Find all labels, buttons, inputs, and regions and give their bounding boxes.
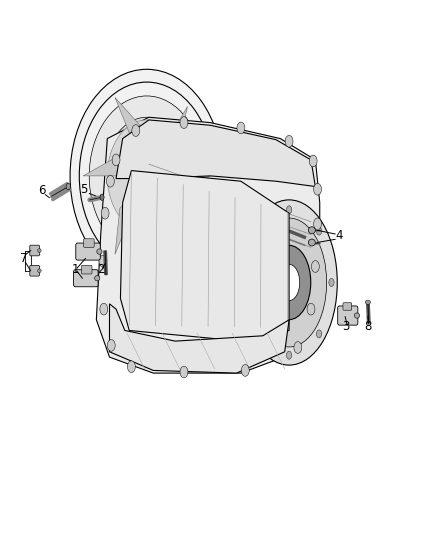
Polygon shape [147,107,187,176]
Text: 7: 7 [20,252,28,265]
Ellipse shape [112,154,120,166]
FancyBboxPatch shape [30,265,39,276]
Polygon shape [147,176,187,245]
Ellipse shape [314,218,321,230]
FancyBboxPatch shape [81,265,92,274]
Ellipse shape [329,278,334,287]
Ellipse shape [241,365,249,376]
FancyBboxPatch shape [84,239,94,247]
Text: 1: 1 [71,263,79,276]
Polygon shape [120,171,289,341]
Ellipse shape [66,183,71,190]
FancyBboxPatch shape [30,245,39,256]
Ellipse shape [257,227,262,235]
Ellipse shape [354,313,360,318]
Ellipse shape [101,207,109,219]
Polygon shape [110,304,289,373]
Ellipse shape [105,117,189,235]
Ellipse shape [279,264,300,301]
Ellipse shape [316,330,321,338]
Ellipse shape [307,303,315,315]
Text: 2: 2 [97,263,105,276]
Ellipse shape [316,227,321,235]
Ellipse shape [38,269,41,273]
Ellipse shape [89,96,204,256]
Text: 5: 5 [81,183,88,196]
Ellipse shape [285,135,293,147]
Polygon shape [115,176,147,254]
Ellipse shape [97,249,102,254]
Ellipse shape [237,122,245,134]
Ellipse shape [308,239,315,246]
Ellipse shape [99,255,107,267]
Text: 6: 6 [38,184,46,197]
Ellipse shape [257,330,262,338]
Text: 3: 3 [343,320,350,333]
Ellipse shape [95,276,100,281]
Ellipse shape [132,125,140,136]
Ellipse shape [106,175,114,187]
Ellipse shape [286,206,292,214]
FancyBboxPatch shape [343,303,352,310]
Polygon shape [116,120,315,187]
Ellipse shape [180,366,188,378]
Polygon shape [96,117,320,373]
Ellipse shape [100,303,108,315]
Text: 4: 4 [336,229,343,242]
Ellipse shape [314,183,321,195]
Polygon shape [115,98,147,176]
Ellipse shape [244,278,249,287]
Ellipse shape [251,218,327,347]
Ellipse shape [286,351,292,359]
FancyBboxPatch shape [76,243,100,260]
Ellipse shape [309,155,317,167]
Ellipse shape [107,340,115,351]
Ellipse shape [107,120,186,232]
Ellipse shape [294,342,302,353]
Ellipse shape [365,300,371,304]
Ellipse shape [70,69,223,282]
Ellipse shape [127,361,135,373]
FancyBboxPatch shape [74,270,98,287]
Polygon shape [83,159,147,176]
Ellipse shape [180,117,188,128]
Ellipse shape [267,245,311,320]
Ellipse shape [241,200,337,365]
Polygon shape [147,176,210,193]
FancyBboxPatch shape [338,306,358,325]
Ellipse shape [100,194,104,200]
Ellipse shape [308,227,315,233]
Text: 8: 8 [364,320,371,333]
Ellipse shape [311,261,319,272]
Ellipse shape [38,248,41,253]
